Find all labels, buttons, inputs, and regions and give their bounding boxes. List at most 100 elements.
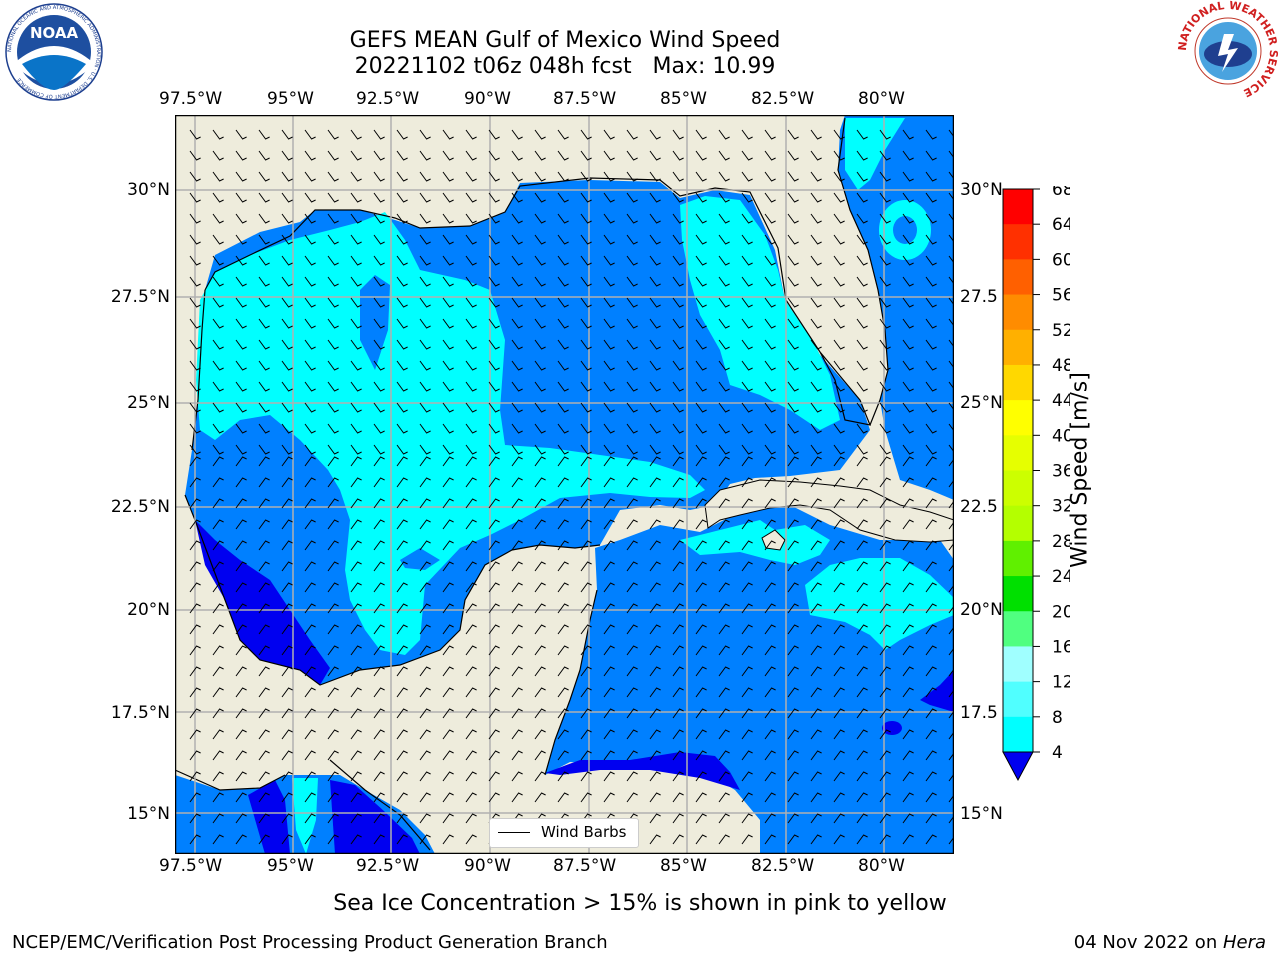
wind-barb [580, 444, 592, 455]
wind-barb [258, 318, 270, 329]
wind-barb [649, 150, 661, 161]
wind-barb [212, 645, 224, 656]
wind-barb [879, 402, 891, 413]
wind-barb [833, 423, 845, 434]
wind-barb [281, 423, 293, 434]
wind-barb [373, 402, 385, 413]
wind-barb [856, 171, 868, 182]
wind-barb [350, 444, 362, 455]
wind-barb [879, 750, 891, 761]
colorbar-segment [1003, 364, 1033, 401]
wind-barb [580, 729, 592, 740]
colorbar-segment [1003, 329, 1033, 366]
wind-barb [557, 603, 569, 614]
wind-barb [787, 456, 799, 467]
wind-barbs [189, 129, 954, 845]
wind-speed-map [175, 115, 954, 854]
wind-barb [396, 708, 408, 719]
wind-barb [442, 360, 454, 371]
wind-barb [787, 402, 799, 413]
wind-barb [442, 276, 454, 287]
wind-barb [534, 456, 546, 467]
lon-label: 95°W [267, 89, 314, 109]
wind-barb [902, 792, 914, 803]
wind-barb [465, 603, 477, 614]
footer-machine: Hera [1222, 932, 1266, 953]
wind-barb [212, 708, 224, 719]
wind-barb [258, 582, 270, 593]
wind-barb [235, 603, 247, 614]
wind-barb [511, 519, 523, 530]
wind-barb [741, 276, 753, 287]
wind-barb [764, 381, 776, 392]
graticule [175, 115, 954, 854]
wind-barb [419, 729, 431, 740]
wind-barb [902, 624, 914, 635]
wind-barb [534, 339, 546, 350]
wind-barb [764, 192, 776, 203]
wind-barb [718, 444, 730, 455]
wind-barb [580, 234, 592, 245]
wind-barb [787, 255, 799, 266]
wind-barb [787, 813, 799, 824]
wind-barb [235, 729, 247, 740]
wind-barb [396, 519, 408, 530]
wind-barb [695, 444, 707, 455]
wind-barb [810, 519, 822, 530]
wind-barb [948, 584, 954, 593]
wind-barb [304, 456, 316, 467]
wind-barb [189, 444, 201, 455]
wind-barb [741, 150, 753, 161]
wind-barb [327, 477, 339, 488]
wind-barb [235, 834, 247, 845]
wind-barb [810, 150, 822, 161]
wind-barb [649, 750, 661, 761]
noaa-logo: NOAA NATIONAL OCEANIC AND ATMOSPHERIC AD… [5, 3, 103, 101]
wind-barb [948, 836, 954, 845]
wind-barb [810, 708, 822, 719]
wind-barb [557, 402, 569, 413]
wind-barb [741, 771, 753, 782]
wind-barb [580, 540, 592, 551]
wind-barb [672, 477, 684, 488]
wind-barb [695, 792, 707, 803]
footer-date: 04 Nov 2022 on [1073, 932, 1223, 953]
wind-barb [396, 540, 408, 551]
wind-barb [350, 771, 362, 782]
colorbar-segment [1003, 294, 1033, 331]
wind-barb [718, 582, 730, 593]
wind-barb [672, 603, 684, 614]
wind-barb [396, 666, 408, 677]
wind-barb [396, 456, 408, 467]
wind-barb [350, 192, 362, 203]
wind-barb [649, 360, 661, 371]
wind-barb [534, 477, 546, 488]
wind-barb [304, 192, 316, 203]
wind-barb [304, 171, 316, 182]
wind-barb [603, 339, 615, 350]
lat-label: 30°N [127, 180, 170, 200]
wind-barb [396, 192, 408, 203]
wind-barb [672, 402, 684, 413]
wind-barb [833, 813, 845, 824]
wind-barb [488, 750, 500, 761]
wind-barb [672, 540, 684, 551]
wind-barb [212, 423, 224, 434]
wind-barb [373, 255, 385, 266]
wind-barb [672, 582, 684, 593]
wind-barb [189, 708, 201, 719]
wind-barb [626, 729, 638, 740]
wind-barb [189, 129, 201, 140]
wind-barb [212, 318, 224, 329]
wind-barb [741, 624, 753, 635]
wind-barb [787, 192, 799, 203]
wind-barb [718, 402, 730, 413]
wind-barb [787, 582, 799, 593]
wind-barb [442, 813, 454, 824]
lat-label: 17.5 [960, 703, 998, 723]
wind-barb [419, 192, 431, 203]
wind-barb [580, 792, 592, 803]
wind-barb [235, 456, 247, 467]
wind-barb [488, 498, 500, 509]
wind-barb [235, 129, 247, 140]
